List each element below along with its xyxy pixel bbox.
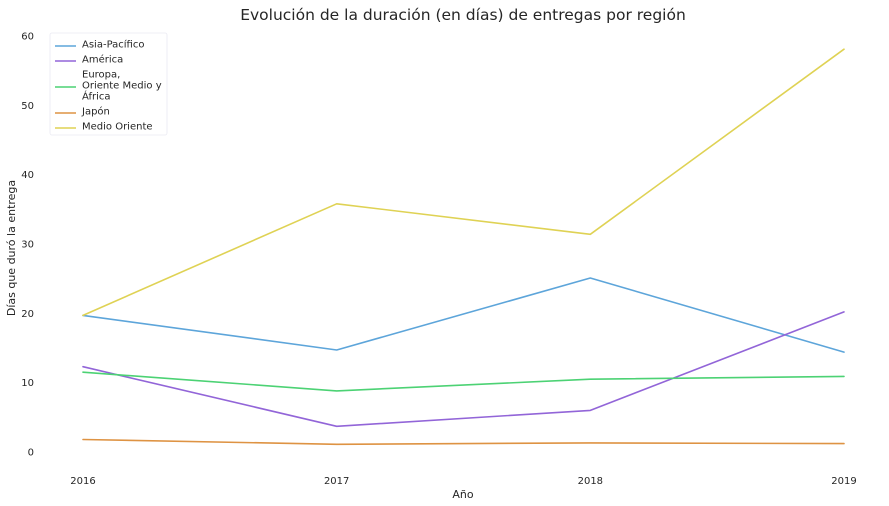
- y-tick-label: 20: [21, 309, 34, 320]
- x-axis-label: Año: [452, 488, 473, 501]
- x-tick-label: 2017: [324, 476, 349, 487]
- x-tick-label: 2016: [70, 476, 95, 487]
- legend-label: Asia-Pacífico: [82, 39, 144, 51]
- x-axis-ticks: 2016 2017 2018 2019: [70, 476, 856, 487]
- y-tick-label: 50: [21, 101, 34, 112]
- y-tick-label: 40: [21, 170, 34, 181]
- legend: Asia-Pacífico América Europa,Oriente Medio…: [49, 32, 168, 136]
- x-tick-label: 2018: [578, 476, 603, 487]
- series-line: [82, 438, 845, 446]
- series-line: [82, 371, 845, 392]
- x-tick-label: 2019: [831, 476, 856, 487]
- legend-label: Medio Oriente: [82, 122, 153, 133]
- y-axis-ticks: 0 10 20 30 40 50 60: [21, 32, 34, 459]
- y-axis-label: Días que duró la entrega: [5, 180, 18, 316]
- y-tick-label: 10: [21, 378, 34, 389]
- series-line: [82, 277, 845, 353]
- y-tick-label: 60: [21, 32, 34, 43]
- series-line: [82, 311, 845, 428]
- plot-area: [82, 48, 845, 446]
- series-line: [82, 48, 845, 317]
- legend-label: Japón: [81, 106, 110, 118]
- y-tick-label: 30: [21, 240, 34, 251]
- legend-label: África: [82, 90, 111, 103]
- legend-label: Oriente Medio y: [82, 81, 162, 92]
- chart-title: Evolución de la duración (en días) de en…: [240, 6, 686, 24]
- y-tick-label: 0: [28, 447, 34, 458]
- legend-frame: [49, 32, 168, 136]
- legend-label: América: [82, 54, 123, 66]
- legend-label: Europa,: [82, 70, 120, 81]
